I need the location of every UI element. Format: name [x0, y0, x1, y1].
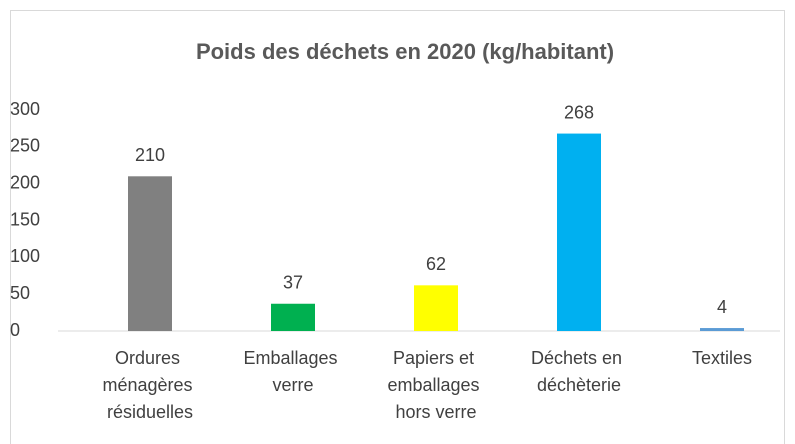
- data-label: 210: [135, 145, 165, 165]
- y-tick-label: 100: [10, 246, 40, 266]
- y-tick-label: 250: [10, 136, 40, 156]
- x-tick-label: Déchets en déchèterie: [531, 348, 627, 395]
- y-tick-label: 150: [10, 209, 40, 229]
- x-tick-label: Papiers et emballages hors verre: [387, 348, 484, 422]
- data-label: 37: [283, 272, 303, 292]
- data-label: 4: [717, 297, 727, 317]
- y-tick-label: 50: [10, 283, 30, 303]
- bar: [128, 176, 172, 331]
- bar: [557, 133, 601, 331]
- bar: [271, 303, 315, 331]
- x-tick-label: Ordures ménagères résiduelles: [102, 348, 197, 422]
- data-label: 268: [564, 102, 594, 122]
- x-tick-label: Textiles: [692, 348, 752, 368]
- y-tick-label: 0: [10, 320, 20, 340]
- bar: [700, 328, 744, 331]
- chart-title: Poids des déchets en 2020 (kg/habitant): [196, 39, 614, 64]
- bar: [414, 285, 458, 331]
- x-tick-label: Emballages verre: [243, 348, 342, 395]
- y-tick-label: 300: [10, 99, 40, 119]
- y-tick-label: 200: [10, 172, 40, 192]
- data-label: 62: [426, 254, 446, 274]
